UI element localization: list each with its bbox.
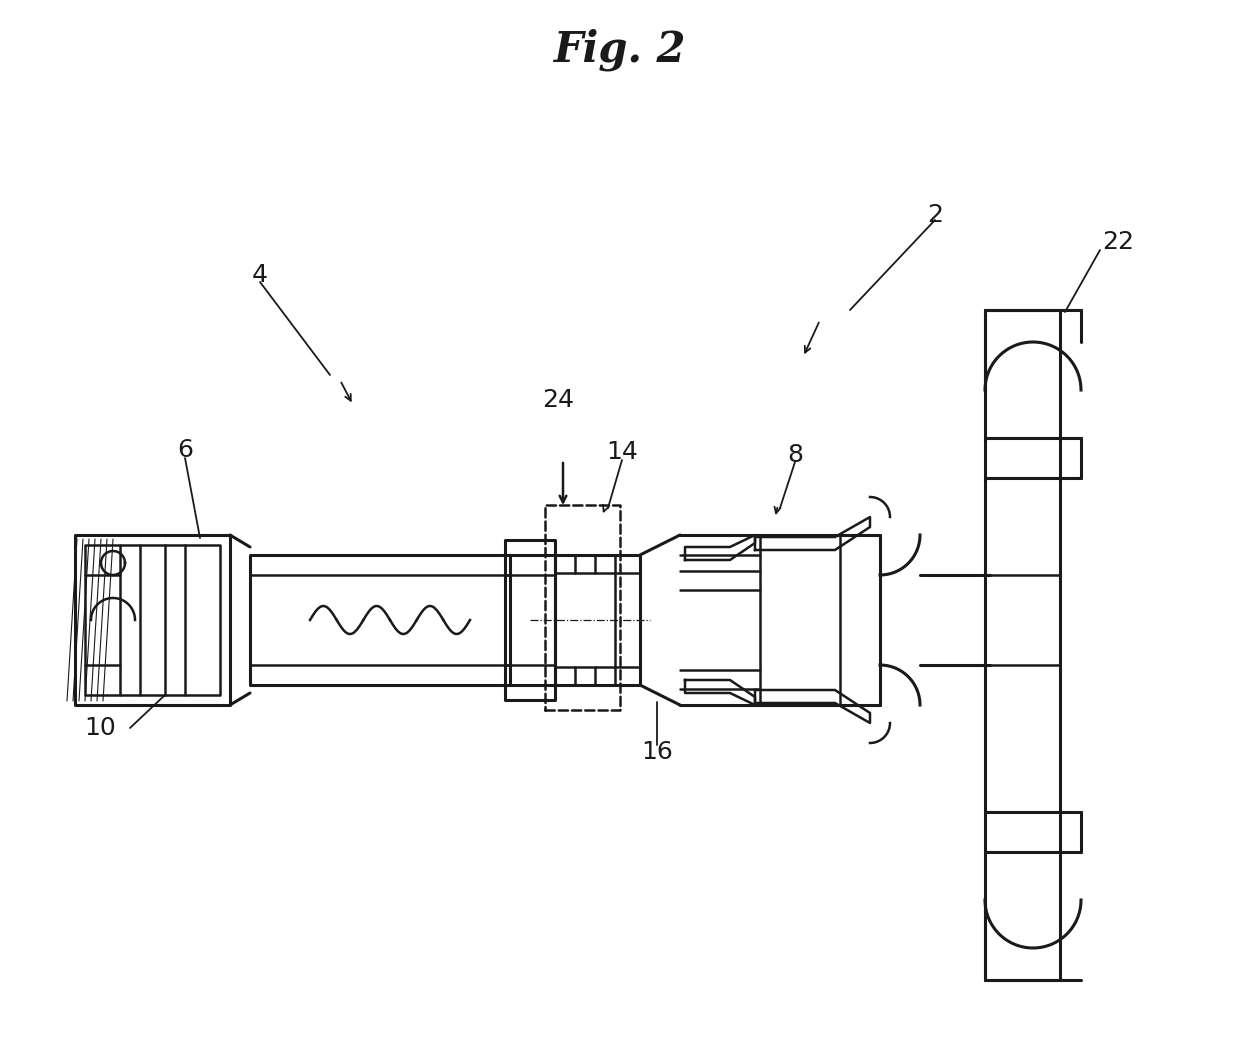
Text: 4: 4 (252, 263, 268, 287)
Text: 22: 22 (1102, 230, 1135, 254)
Text: 10: 10 (84, 716, 115, 740)
Text: 14: 14 (606, 440, 637, 464)
Text: 24: 24 (542, 388, 574, 413)
Bar (505, 540, 556, 701)
Text: 8: 8 (787, 443, 804, 467)
Text: 6: 6 (177, 438, 193, 462)
Bar (74, 535, 229, 705)
Text: 2: 2 (928, 203, 942, 227)
Bar (546, 505, 620, 710)
Bar (250, 555, 510, 685)
Text: 16: 16 (641, 740, 673, 764)
Bar (86, 545, 219, 695)
Text: Fig. 2: Fig. 2 (554, 28, 686, 72)
